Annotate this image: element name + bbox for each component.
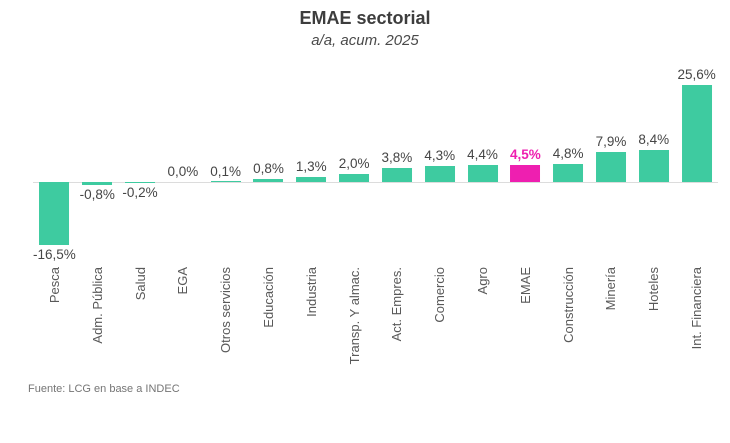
source-note: Fuente: LCG en base a INDEC: [28, 383, 180, 395]
bar: [125, 182, 156, 183]
bar: [253, 179, 284, 182]
category-label-text: Hoteles: [646, 267, 662, 312]
bar: [210, 181, 241, 182]
bar-column: 2,0%: [333, 57, 376, 265]
bar-column: 1,3%: [290, 57, 333, 265]
category-label: Industria: [290, 267, 333, 373]
value-label: 25,6%: [677, 66, 716, 82]
category-label: EGA: [161, 267, 204, 373]
bar: [681, 85, 712, 182]
category-label: Transp. Y almac.: [333, 267, 376, 373]
bar-column: 4,3%: [418, 57, 461, 265]
category-label: EMAE: [504, 267, 547, 373]
bar: [339, 174, 370, 182]
bar-column: -0,8%: [76, 57, 119, 265]
value-label: 4,5%: [509, 146, 541, 162]
category-label: Educación: [247, 267, 290, 373]
category-label-text: Minería: [603, 267, 619, 311]
category-label: Minería: [590, 267, 633, 373]
category-label-text: Otros servicios: [218, 267, 234, 353]
bar: [82, 182, 113, 185]
category-label-text: Pesca: [46, 267, 62, 304]
bar-column: -16,5%: [33, 57, 76, 265]
category-axis: Pesca Adm. Pública Salud EGA Otros servicios…: [33, 267, 718, 373]
chart-subtitle: a/a, acum. 2025: [311, 32, 419, 49]
bar-column: 3,8%: [376, 57, 419, 265]
bar-column: 0,8%: [247, 57, 290, 265]
category-label-text: Comercio: [432, 267, 448, 323]
category-label-text: Salud: [132, 267, 148, 301]
value-label: 0,8%: [253, 160, 284, 176]
bar-column: 4,8%: [547, 57, 590, 265]
bar: [39, 182, 70, 245]
category-label: Agro: [461, 267, 504, 373]
category-label: Act. Empres.: [376, 267, 419, 373]
x-axis-line: [33, 182, 718, 183]
category-label-text: Adm. Pública: [89, 267, 105, 344]
category-label-text: EGA: [175, 267, 191, 295]
value-label: 8,4%: [638, 132, 670, 148]
bar-column: 0,0%: [161, 57, 204, 265]
bar-column: 4,4%: [461, 57, 504, 265]
bar-highlight: [510, 165, 541, 182]
value-label: -16,5%: [33, 246, 76, 262]
bar: [595, 152, 626, 182]
value-label: 4,8%: [552, 145, 584, 161]
category-label-text: Transp. Y almac.: [346, 267, 362, 365]
category-label: Adm. Pública: [76, 267, 119, 373]
category-label: Hoteles: [632, 267, 675, 373]
category-label: Salud: [119, 267, 162, 373]
value-label: 4,4%: [467, 147, 498, 163]
category-label: Pesca: [33, 267, 76, 373]
bar-column: 25,6%: [675, 57, 718, 265]
value-label: 2,0%: [338, 156, 370, 172]
bar-column: 4,5%: [504, 57, 547, 265]
value-label: 3,8%: [381, 149, 413, 165]
value-label: -0,8%: [79, 187, 115, 203]
value-label: 0,1%: [210, 163, 242, 179]
category-label-text: Educación: [260, 267, 276, 328]
category-label: Otros servicios: [204, 267, 247, 373]
value-label: 7,9%: [595, 133, 627, 149]
category-label-text: Act. Empres.: [389, 267, 405, 342]
bar-column: 7,9%: [590, 57, 633, 265]
category-label-text: Agro: [475, 267, 491, 295]
category-label-text: Int. Financiera: [689, 267, 705, 350]
category-label-text: Construcción: [560, 267, 576, 343]
value-label: -0,2%: [122, 184, 158, 200]
bar: [296, 177, 327, 182]
value-label: 1,3%: [295, 159, 327, 175]
category-label-text: EMAE: [517, 267, 533, 304]
bar: [381, 168, 412, 182]
bar-column: 0,1%: [204, 57, 247, 265]
bar: [424, 166, 455, 182]
plot-area: -16,5% -0,8% -0,2% 0,0% 0,1% 0,8% 1,3% 2,0% 3,8%…: [33, 57, 718, 265]
bar-column: -0,2%: [119, 57, 162, 265]
category-label: Comercio: [418, 267, 461, 373]
category-label-text: Industria: [303, 267, 319, 317]
bar: [553, 164, 584, 182]
category-label: Construcción: [547, 267, 590, 373]
value-label: 0,0%: [167, 164, 199, 179]
bar-column: 8,4%: [632, 57, 675, 265]
bar: [467, 165, 498, 182]
chart-title: EMAE sectorial: [299, 8, 431, 28]
bar: [638, 150, 669, 182]
category-label: Int. Financiera: [675, 267, 718, 373]
bars-row: -16,5% -0,8% -0,2% 0,0% 0,1% 0,8% 1,3% 2,0% 3,8%…: [33, 57, 718, 265]
value-label: 4,3%: [424, 147, 456, 163]
